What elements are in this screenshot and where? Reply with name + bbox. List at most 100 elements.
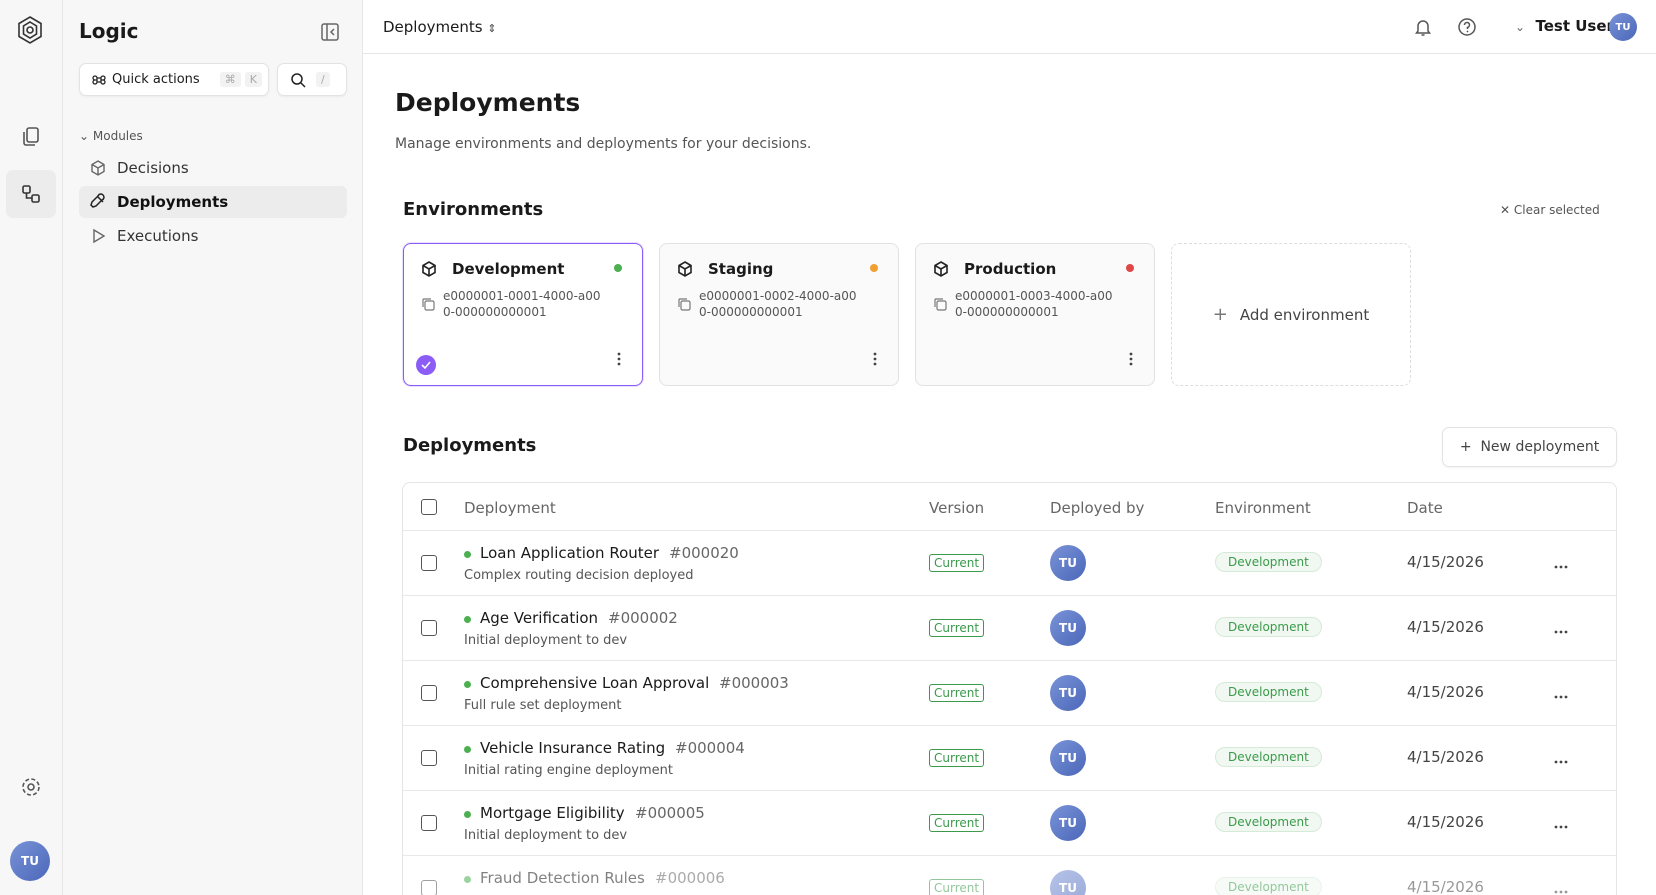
quick-actions[interactable]: Quick actions ⌘ K	[79, 63, 269, 96]
nav-icon	[91, 160, 105, 176]
environment-tag: Development	[1215, 747, 1322, 767]
version-tag: Current	[929, 879, 985, 895]
sidebar: Logic Quick actions ⌘ K / ⌄ Modules Decis…	[63, 0, 363, 895]
column-header: Date	[1407, 499, 1443, 517]
user-avatar[interactable]: TU	[10, 841, 50, 881]
topbar: Deployments ⇕ ⌄ Test User TU	[363, 0, 1656, 54]
new-deployment[interactable]: + New deployment	[1442, 427, 1617, 467]
version-tag: Current	[929, 619, 985, 637]
row-menu	[1553, 685, 1569, 704]
row-menu	[1553, 815, 1569, 834]
key: K	[244, 72, 262, 87]
docs-icon[interactable]	[20, 125, 42, 147]
column-header: Environment	[1215, 499, 1311, 517]
deployment-number: #000003	[719, 674, 789, 692]
version-tag: Current	[929, 684, 985, 702]
table-row[interactable]: Mortgage Eligibility #000005 Initial deplo…	[403, 791, 1616, 856]
breadcrumb-label: Deployments	[383, 18, 483, 36]
table-row[interactable]: Comprehensive Loan Approval #000003 Full r…	[403, 661, 1616, 726]
table-row[interactable]: Vehicle Insurance Rating #000004 Initial r…	[403, 726, 1616, 791]
env-id: e0000001-0003-4000-a000-000000000001	[955, 289, 1113, 319]
deployment-number: #000004	[675, 739, 745, 757]
nav-label: Decisions	[117, 159, 189, 177]
page-subtitle: Manage environments and deployments for …	[395, 136, 812, 152]
bell-icon[interactable]	[1413, 17, 1433, 37]
deployment-number: #000005	[635, 804, 705, 822]
page-title: Deployments	[395, 88, 581, 117]
version-tag: Current	[929, 554, 985, 572]
search-icon	[291, 72, 306, 88]
checkbox[interactable]	[421, 620, 437, 636]
env-name: Production	[964, 260, 1057, 278]
nav-item[interactable]: Decisions	[79, 152, 347, 184]
search[interactable]: /	[277, 63, 347, 96]
checkbox[interactable]	[421, 815, 437, 831]
selected-check	[416, 355, 436, 379]
copy-icon-svg	[422, 298, 435, 311]
environment-tag: Development	[1215, 812, 1322, 832]
nav-label: Deployments	[117, 193, 229, 211]
deployment-name: Mortgage Eligibility	[480, 804, 625, 822]
env-card[interactable]: Development e0000001-0001-4000-a000-00000…	[403, 243, 643, 386]
deployment-description: Initial deployment to dev	[464, 828, 628, 843]
env-name: Development	[452, 260, 565, 278]
table-row[interactable]: Loan Application Router #000020 Complex ro…	[403, 531, 1616, 596]
environment-tag: Development	[1215, 617, 1322, 637]
caret: ⌄	[1515, 20, 1526, 34]
checkbox[interactable]	[421, 750, 437, 766]
environments-title: Environments	[403, 199, 544, 220]
environment-tag: Development	[1215, 682, 1322, 702]
cmd-icon	[92, 74, 106, 85]
checkbox[interactable]	[421, 685, 437, 701]
deployment-number: #000006	[655, 869, 725, 887]
row-menu	[1553, 620, 1569, 639]
deployer-avatar: TU	[1050, 740, 1086, 776]
deployment-number: #000002	[608, 609, 678, 627]
clear-label: Clear selected	[1513, 203, 1600, 217]
env-icon	[420, 260, 440, 284]
env-card[interactable]: Production e0000001-0003-4000-a000-000000…	[915, 243, 1155, 386]
row-menu-svg	[1554, 890, 1568, 894]
row-menu-svg	[1554, 630, 1568, 634]
selected-check-svg	[416, 355, 436, 375]
top-avatar[interactable]: TU	[1609, 13, 1637, 41]
card-menu-svg	[1129, 352, 1133, 366]
breadcrumb[interactable]: Deployments ⇕	[383, 18, 497, 36]
status-dot	[464, 811, 471, 818]
deployment-name: Loan Application Router	[480, 544, 660, 562]
status-dot	[464, 876, 471, 883]
modules-label: Modules	[92, 129, 143, 143]
collapse-icon[interactable]	[320, 22, 340, 42]
table-row[interactable]: Fraud Detection Rules #000006 Current TU Dev…	[403, 856, 1616, 895]
settings-icon[interactable]	[19, 775, 43, 799]
env-status	[1126, 264, 1134, 272]
checkbox[interactable]	[421, 555, 437, 571]
card-menu	[872, 350, 878, 372]
deployment-name: Comprehensive Loan Approval	[480, 674, 710, 692]
deployment-description: Complex routing decision deployed	[464, 568, 694, 583]
user-menu[interactable]: ⌄ Test User	[1515, 17, 1614, 35]
env-status	[870, 264, 878, 272]
deployer-avatar: TU	[1050, 870, 1086, 895]
deployer-avatar: TU	[1050, 675, 1086, 711]
app-name: Logic	[79, 19, 139, 43]
env-icon-svg	[678, 261, 692, 277]
add-environment[interactable]: + Add environment	[1171, 243, 1411, 386]
row-menu	[1553, 555, 1569, 574]
nav-item[interactable]: Deployments	[79, 186, 347, 218]
deployment-description: Initial deployment to dev	[464, 633, 628, 648]
env-card[interactable]: Staging e0000001-0002-4000-a000-000000000…	[659, 243, 899, 386]
table-row[interactable]: Age Verification #000002 Initial deploymen…	[403, 596, 1616, 661]
row-menu-svg	[1554, 565, 1568, 569]
clear-selected[interactable]: ✕ Clear selected	[1500, 203, 1600, 217]
active-rail[interactable]	[6, 170, 56, 218]
date: 4/15/2026	[1407, 618, 1484, 636]
env-icon-svg	[934, 261, 948, 277]
nav-item[interactable]: Executions	[79, 220, 347, 252]
checkbox[interactable]	[421, 880, 437, 895]
modules-header[interactable]: ⌄ Modules	[79, 129, 143, 143]
help-icon[interactable]	[1457, 17, 1477, 37]
nav-icon	[93, 228, 106, 244]
checkbox[interactable]	[421, 499, 437, 515]
user-name: Test User	[1535, 17, 1614, 35]
